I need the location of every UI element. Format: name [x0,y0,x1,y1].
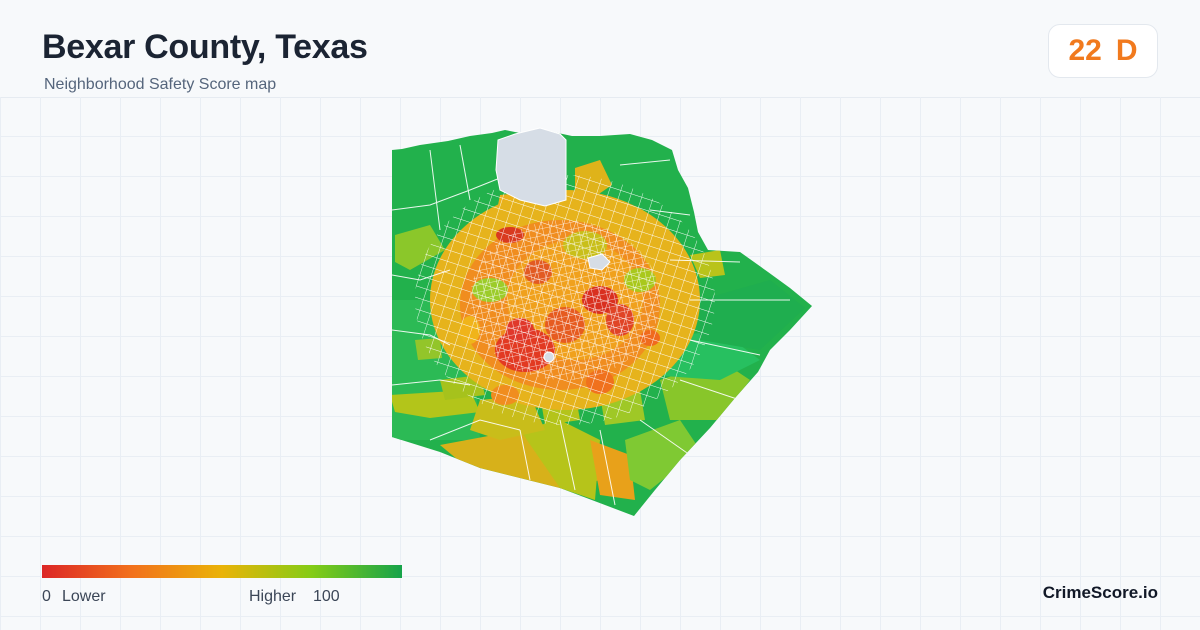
county-regions [392,128,812,516]
no-data-region [587,253,611,271]
brand-logo-text[interactable]: CrimeScore.io [1042,583,1158,602]
legend-min-value: 0 [42,588,51,605]
score-grade: D [1115,34,1138,67]
page-title: Bexar County, Texas [42,28,368,66]
legend-color-scale [42,565,402,578]
legend-max-label: Higher [249,588,297,605]
safety-score-badge: 22 D [1048,24,1158,78]
no-data-region [495,127,567,207]
legend-max-value: 100 [313,588,340,605]
header-bar [0,0,1200,98]
score-value: 22 [1068,34,1102,67]
legend-min-label: Lower [62,588,106,605]
page-subtitle: Neighborhood Safety Score map [44,76,277,93]
no-data-region [543,351,555,363]
